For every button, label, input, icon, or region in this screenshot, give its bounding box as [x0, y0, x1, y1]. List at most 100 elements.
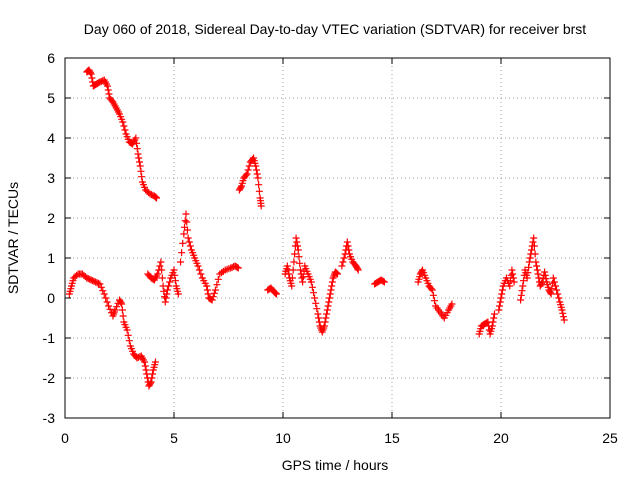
data-point [104, 82, 112, 90]
data-point [535, 274, 543, 282]
data-point [448, 300, 456, 308]
plot-frame [64, 57, 611, 419]
data-point [163, 290, 171, 298]
data-point [97, 283, 105, 291]
data-point [343, 238, 351, 246]
data-point [152, 193, 160, 201]
data-point [96, 280, 104, 288]
data-point [323, 310, 331, 318]
data-point [380, 278, 388, 286]
data-point [496, 298, 504, 306]
data-point [333, 269, 341, 277]
data-point [524, 269, 532, 277]
data-point [553, 286, 561, 294]
data-point [510, 278, 518, 286]
data-point [174, 290, 182, 298]
data-point [523, 274, 531, 282]
data-point [149, 370, 157, 378]
data-point [558, 306, 566, 314]
data-point [541, 268, 549, 276]
data-point [379, 277, 387, 285]
data-point [118, 306, 126, 314]
data-point [288, 274, 296, 282]
data-point [311, 294, 319, 302]
data-point [321, 318, 329, 326]
data-point [308, 283, 316, 291]
data-point [204, 290, 212, 298]
data-point [253, 170, 261, 178]
data-point [528, 246, 536, 254]
data-point [354, 266, 362, 274]
data-point [525, 258, 533, 266]
data-point [508, 266, 516, 274]
data-point [541, 271, 549, 279]
data-point [271, 289, 279, 297]
data-point [135, 158, 143, 166]
data-point [209, 293, 217, 301]
tick-layer: 0 5 10 15 20 25 -3 -2 -1 0 1 2 3 4 5 6 [43, 50, 618, 446]
data-point [214, 275, 222, 283]
data-point [334, 270, 341, 278]
data-point [559, 309, 567, 317]
data-point [554, 290, 562, 298]
data-point [177, 258, 185, 266]
data-point [519, 282, 527, 290]
data-point [147, 378, 155, 386]
data-point [296, 259, 304, 267]
data-point [121, 126, 129, 134]
data-point [120, 122, 128, 130]
data-point [546, 289, 554, 297]
data-point [136, 162, 144, 170]
data-point [323, 306, 331, 314]
x-tick-label: 25 [602, 430, 618, 446]
y-tick-label: 1 [47, 250, 55, 266]
data-point [555, 294, 563, 302]
data-point [531, 250, 539, 258]
grid-layer [65, 58, 610, 418]
data-point [178, 249, 186, 257]
data-point [525, 263, 533, 271]
data-point [534, 270, 542, 278]
data-point [315, 314, 323, 322]
data-point [181, 217, 189, 225]
data-point [182, 210, 190, 218]
data-point [428, 286, 436, 294]
data-point [332, 269, 340, 277]
data-point [320, 322, 328, 330]
data-point [272, 290, 280, 298]
chart-title: Day 060 of 2018, Sidereal Day-to-day VTE… [84, 21, 586, 37]
data-point [157, 258, 165, 266]
data-point [148, 374, 156, 382]
data-point [252, 166, 260, 174]
data-point [86, 69, 94, 77]
data-point [180, 230, 188, 238]
data-point [322, 314, 330, 322]
data-point [252, 162, 260, 170]
data-point [146, 379, 154, 387]
data-point [325, 298, 333, 306]
data-point [100, 290, 108, 298]
data-point [530, 234, 538, 242]
y-tick-label: 6 [47, 50, 55, 66]
x-tick-label: 15 [384, 430, 400, 446]
data-point [171, 277, 179, 285]
data-point [234, 264, 242, 272]
data-point [179, 239, 187, 247]
data-point [272, 289, 280, 297]
data-point [289, 266, 297, 274]
data-point [340, 254, 348, 262]
data-point [298, 274, 306, 282]
data-point [490, 314, 498, 322]
data-point [132, 134, 140, 142]
data-point [255, 187, 263, 195]
data-point [162, 294, 170, 302]
data-point [141, 358, 149, 366]
data-point [548, 285, 556, 293]
data-point [118, 300, 126, 308]
data-point [299, 278, 307, 286]
data-point [328, 278, 336, 286]
data-point [542, 275, 550, 283]
data-point [151, 358, 159, 366]
data-point [498, 290, 506, 298]
